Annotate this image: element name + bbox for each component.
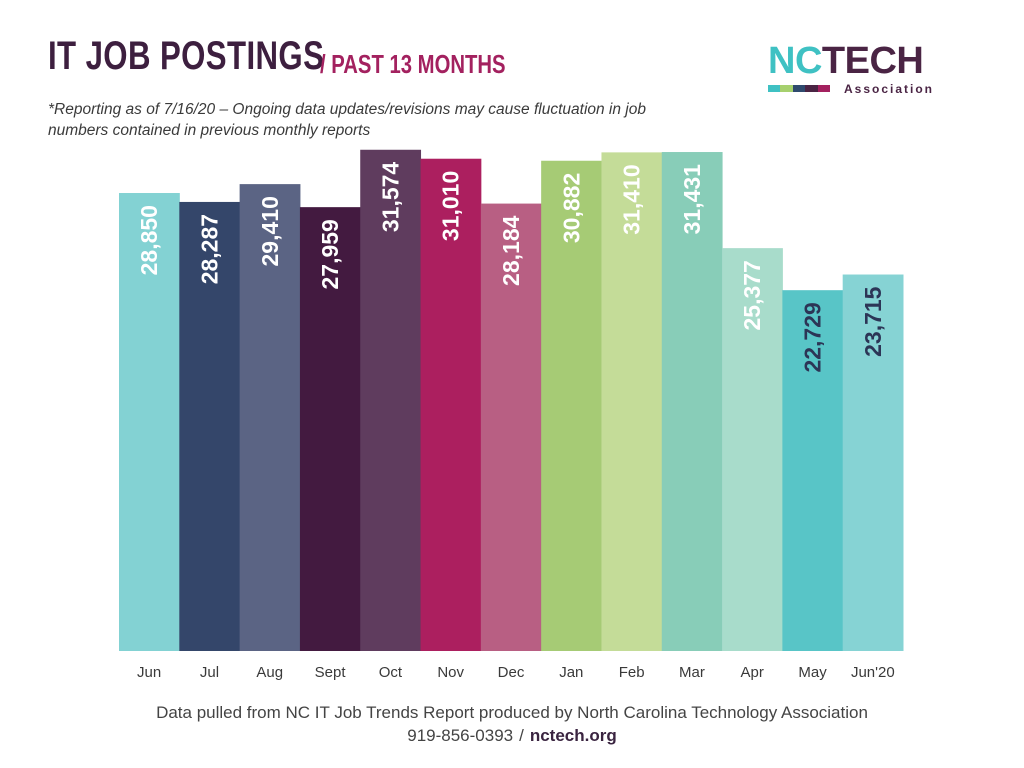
x-tick-label: Mar xyxy=(679,664,705,681)
logo-stripe-segment xyxy=(780,85,793,92)
value-label: 28,287 xyxy=(196,214,222,284)
bar-jul xyxy=(179,201,241,651)
x-tick-label: Dec xyxy=(498,664,525,681)
logo-stripe-segment xyxy=(792,85,806,92)
nctech-logo: NCTECH Association xyxy=(768,42,948,98)
value-label: 31,410 xyxy=(619,164,645,234)
logo-nc: NC xyxy=(768,40,822,82)
logo-stripe-segment xyxy=(817,85,831,92)
footer-separator: / xyxy=(519,726,524,745)
value-label: 31,574 xyxy=(377,162,403,233)
x-tick-label: Jun xyxy=(137,664,161,681)
logo-stripe-segment xyxy=(768,85,781,92)
bar-apr xyxy=(722,248,783,651)
title-main: IT JOB POSTINGS xyxy=(48,34,325,78)
value-label: 29,410 xyxy=(257,196,283,266)
x-tick-label: Jan xyxy=(559,664,583,681)
bar-mar xyxy=(661,152,723,651)
bar-nov xyxy=(420,158,482,651)
logo-tech: TECH xyxy=(821,40,924,82)
value-label: 30,882 xyxy=(558,173,584,243)
x-tick-label: May xyxy=(798,664,827,681)
x-tick-label: Apr xyxy=(741,664,764,681)
logo-stripe-segment xyxy=(805,85,818,92)
bar-feb xyxy=(601,152,663,651)
x-tick-label: Feb xyxy=(619,664,645,681)
value-label: 23,715 xyxy=(860,286,886,357)
value-label: 31,431 xyxy=(679,164,705,235)
bar-may xyxy=(782,290,844,651)
x-tick-label: Jul xyxy=(200,664,219,681)
logo-association: Association xyxy=(844,82,935,96)
value-label: 27,959 xyxy=(317,219,343,289)
bar-aug xyxy=(239,184,301,651)
bar-sept xyxy=(299,207,361,651)
x-tick-label: Aug xyxy=(256,664,283,681)
x-tick-label: Sept xyxy=(315,664,347,681)
footer-contact: 919-856-0393 / nctech.org xyxy=(0,726,1024,746)
logo-stripe xyxy=(768,85,831,92)
footer-source: Data pulled from NC IT Job Trends Report… xyxy=(156,703,868,722)
logo-wordmark: NCTECH xyxy=(768,42,948,80)
bar-oct xyxy=(360,149,422,651)
footer-phone: 919-856-0393 xyxy=(407,726,514,745)
value-label: 28,850 xyxy=(136,205,162,275)
value-label: 25,377 xyxy=(739,260,765,330)
x-tick-label: Nov xyxy=(437,664,464,681)
value-label: 22,729 xyxy=(800,302,826,372)
reporting-note: *Reporting as of 7/16/20 – Ongoing data … xyxy=(48,101,646,139)
value-label: 31,010 xyxy=(438,171,464,241)
x-tick-label: Jun'20 xyxy=(851,664,895,681)
x-tick-label: Oct xyxy=(379,664,403,681)
chart-title: IT JOB POSTINGS / PAST 13 MONTHS xyxy=(48,34,506,79)
footer-website-link[interactable]: nctech.org xyxy=(529,726,617,745)
bar-jan xyxy=(541,160,602,651)
value-label: 28,184 xyxy=(498,215,524,286)
bar-jun-20 xyxy=(842,274,904,651)
title-subtitle: / PAST 13 MONTHS xyxy=(320,49,506,79)
bar-jun xyxy=(119,193,180,651)
bar-dec xyxy=(480,203,542,651)
